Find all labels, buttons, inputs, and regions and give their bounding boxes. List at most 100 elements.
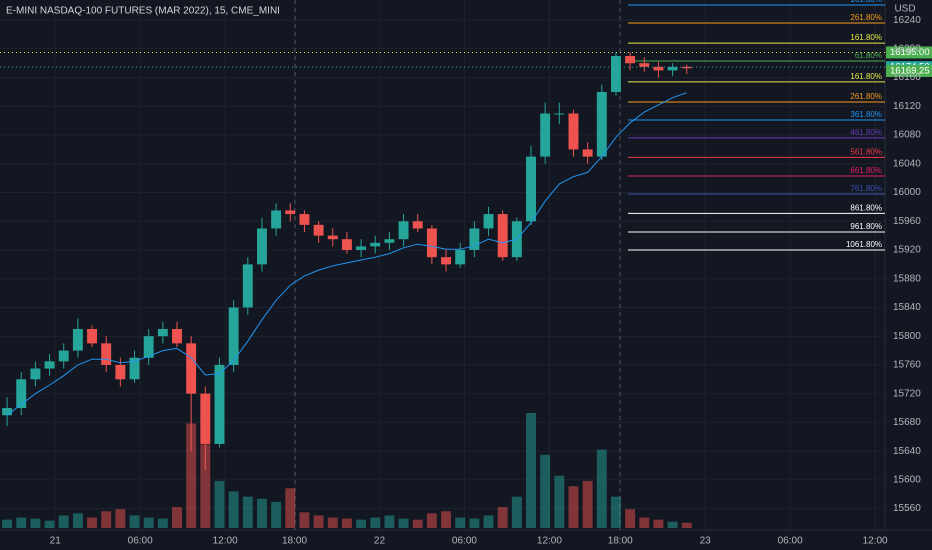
y-tick-label: 15840 [893, 302, 921, 313]
candle-body [554, 113, 565, 115]
candle-body [157, 329, 168, 337]
candle-body [441, 257, 451, 265]
y-tick-label: 16200 [893, 43, 921, 54]
volume-bar [30, 518, 41, 528]
fib-label: 561.80% [850, 147, 882, 156]
candle-body [2, 408, 13, 416]
volume [2, 413, 692, 528]
price-tag [886, 46, 932, 59]
fib-label: 261.80% [850, 13, 882, 22]
fib-label: 161.80% [850, 0, 882, 4]
volume-bar [625, 509, 636, 528]
candle-body [611, 56, 621, 92]
y-tick-label: 15640 [893, 446, 921, 457]
fib-label: 961.80% [850, 222, 882, 231]
candle-body [596, 91, 607, 157]
volume-bar [426, 513, 437, 528]
candle-body [257, 228, 267, 265]
x-tick-label: 18:00 [608, 536, 633, 547]
volume-bar [398, 518, 409, 528]
candles [2, 52, 692, 470]
y-tick-label: 15800 [893, 331, 921, 342]
x-tick-label: 12:00 [863, 536, 888, 547]
y-tick-label: 16120 [893, 101, 921, 112]
candle-body [200, 393, 211, 444]
y-tick-label: 15760 [893, 360, 921, 371]
x-tick-label: 18:00 [282, 536, 307, 547]
fib-label: 761.80% [850, 184, 882, 193]
y-tick-label: 16240 [893, 15, 921, 26]
candle-body [667, 66, 678, 71]
price-tag-label: 16169.25 [890, 65, 930, 76]
x-tick-label: 21 [50, 536, 62, 547]
candle-body [115, 364, 126, 380]
x-tick-label: 06:00 [778, 536, 803, 547]
candle-body [483, 214, 494, 229]
volume-bar [384, 515, 395, 528]
candle-body [412, 221, 423, 229]
candle-body [526, 156, 536, 222]
candle-body [101, 343, 112, 365]
volume-bar [58, 515, 69, 528]
candle-body [625, 56, 636, 64]
price-tag-label: 16195.00 [890, 47, 930, 58]
volume-bar [554, 475, 565, 528]
fib-label: 1061.80% [846, 240, 882, 249]
candle-body [384, 239, 395, 243]
volume-bar [72, 513, 83, 528]
candle-body [299, 214, 310, 225]
candle-body [44, 361, 55, 369]
candle-body [568, 113, 579, 150]
volume-bar [214, 480, 225, 528]
volume-bar [313, 515, 324, 528]
volume-bar [44, 520, 55, 528]
candle-body [639, 63, 650, 67]
price-tags: 16195.0016174.5016169.25 [0, 46, 932, 77]
y-tick-label: 15920 [893, 245, 921, 256]
fib-label: 161.80% [850, 33, 882, 42]
fib-label: 361.80% [850, 110, 882, 119]
volume-bar [639, 517, 650, 528]
volume-bar [257, 498, 267, 528]
volume-bar [483, 515, 494, 528]
y-tick-label: 15720 [893, 388, 921, 399]
y-tick-label: 16040 [893, 158, 921, 169]
candle-body [681, 66, 692, 69]
candle-body [313, 224, 324, 236]
x-tick-label: 22 [374, 536, 386, 547]
ema-line [6, 92, 687, 416]
x-tick-label: 12:00 [537, 536, 562, 547]
volume-bar [242, 496, 253, 528]
y-tick-label: 16000 [893, 187, 921, 198]
volume-bar [16, 517, 27, 528]
volume-bar [596, 449, 607, 528]
fib-label: 261.80% [850, 92, 882, 101]
volume-bar [568, 486, 579, 528]
volume-bar [157, 518, 168, 528]
volume-bar [186, 423, 197, 528]
candle-body [72, 329, 83, 351]
volume-bar [653, 519, 664, 528]
candle-body [58, 350, 69, 362]
volume-bar [172, 507, 182, 528]
y-tick-label: 15880 [893, 273, 921, 284]
candle-body [398, 221, 409, 240]
volume-bar [228, 491, 239, 528]
volume-bar [356, 519, 367, 528]
candle-body [455, 249, 466, 265]
x-tick-label: 12:00 [213, 536, 238, 547]
y-tick-label: 15600 [893, 475, 921, 486]
volume-bar [341, 518, 352, 528]
volume-bar [129, 515, 140, 528]
volume-bar [115, 509, 126, 528]
volume-bar [511, 496, 522, 528]
x-tick-label: 06:00 [128, 536, 153, 547]
volume-bar [540, 454, 551, 528]
candle-body [497, 214, 508, 258]
candle-body [242, 264, 253, 308]
candle-body [30, 368, 41, 380]
volume-bar [469, 518, 480, 528]
candle-body [172, 329, 182, 344]
currency: USD [894, 4, 915, 15]
